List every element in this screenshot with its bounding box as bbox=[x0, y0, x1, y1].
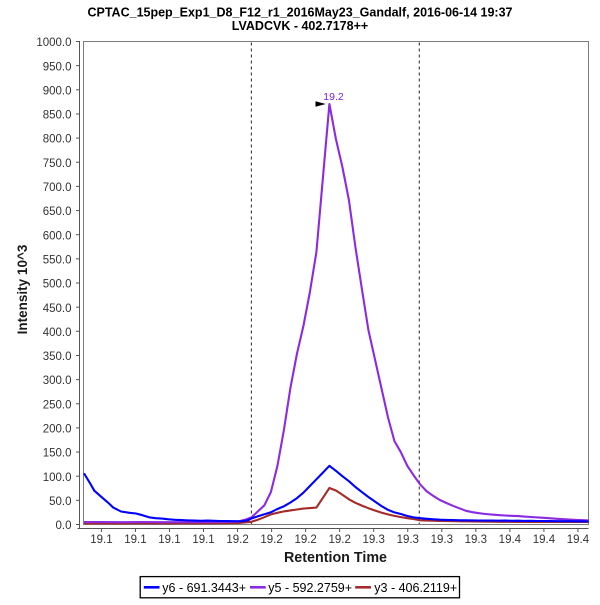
svg-text:100.0: 100.0 bbox=[43, 472, 72, 484]
svg-text:0.0: 0.0 bbox=[56, 520, 72, 532]
svg-text:19.4: 19.4 bbox=[533, 534, 556, 546]
svg-text:1000.0: 1000.0 bbox=[36, 37, 71, 49]
svg-text:600.0: 600.0 bbox=[43, 230, 72, 242]
svg-text:19.3: 19.3 bbox=[397, 534, 419, 546]
svg-text:y3 - 406.2119+: y3 - 406.2119+ bbox=[374, 581, 457, 595]
svg-text:19.3: 19.3 bbox=[431, 534, 453, 546]
svg-text:750.0: 750.0 bbox=[43, 158, 72, 170]
svg-text:900.0: 900.0 bbox=[43, 85, 72, 97]
svg-text:50.0: 50.0 bbox=[49, 496, 71, 508]
svg-text:19.1: 19.1 bbox=[90, 534, 112, 546]
svg-text:19.2: 19.2 bbox=[328, 534, 350, 546]
svg-text:19.1: 19.1 bbox=[158, 534, 180, 546]
svg-text:950.0: 950.0 bbox=[43, 61, 72, 73]
svg-text:19.3: 19.3 bbox=[363, 534, 385, 546]
svg-text:700.0: 700.0 bbox=[43, 182, 72, 194]
svg-text:19.1: 19.1 bbox=[192, 534, 214, 546]
svg-text:19.1: 19.1 bbox=[124, 534, 146, 546]
svg-text:250.0: 250.0 bbox=[43, 399, 72, 411]
svg-text:550.0: 550.0 bbox=[43, 254, 72, 266]
svg-text:350.0: 350.0 bbox=[43, 351, 72, 363]
svg-text:y5 - 592.2759+: y5 - 592.2759+ bbox=[268, 581, 352, 595]
svg-text:19.3: 19.3 bbox=[465, 534, 487, 546]
svg-text:400.0: 400.0 bbox=[43, 327, 72, 339]
svg-text:Retention Time: Retention Time bbox=[284, 550, 387, 566]
svg-text:450.0: 450.0 bbox=[43, 303, 72, 315]
svg-text:500.0: 500.0 bbox=[43, 279, 72, 291]
svg-text:y6 - 691.3443+: y6 - 691.3443+ bbox=[162, 581, 246, 595]
svg-text:19.2: 19.2 bbox=[323, 91, 344, 103]
svg-text:19.2: 19.2 bbox=[294, 534, 316, 546]
svg-text:150.0: 150.0 bbox=[43, 448, 72, 460]
svg-text:CPTAC_15pep_Exp1_D8_F12_r1_201: CPTAC_15pep_Exp1_D8_F12_r1_2016May23_Gan… bbox=[87, 6, 512, 20]
svg-text:800.0: 800.0 bbox=[43, 134, 72, 146]
svg-text:19.2: 19.2 bbox=[260, 534, 282, 546]
svg-text:19.4: 19.4 bbox=[499, 534, 522, 546]
svg-text:850.0: 850.0 bbox=[43, 110, 72, 122]
svg-text:LVADCVK - 402.7178++: LVADCVK - 402.7178++ bbox=[232, 19, 368, 33]
svg-text:19.2: 19.2 bbox=[226, 534, 248, 546]
svg-text:Intensity 10^3: Intensity 10^3 bbox=[15, 244, 30, 334]
svg-text:19.4: 19.4 bbox=[567, 534, 590, 546]
svg-text:200.0: 200.0 bbox=[43, 424, 72, 436]
svg-text:300.0: 300.0 bbox=[43, 375, 72, 387]
svg-text:650.0: 650.0 bbox=[43, 206, 72, 218]
